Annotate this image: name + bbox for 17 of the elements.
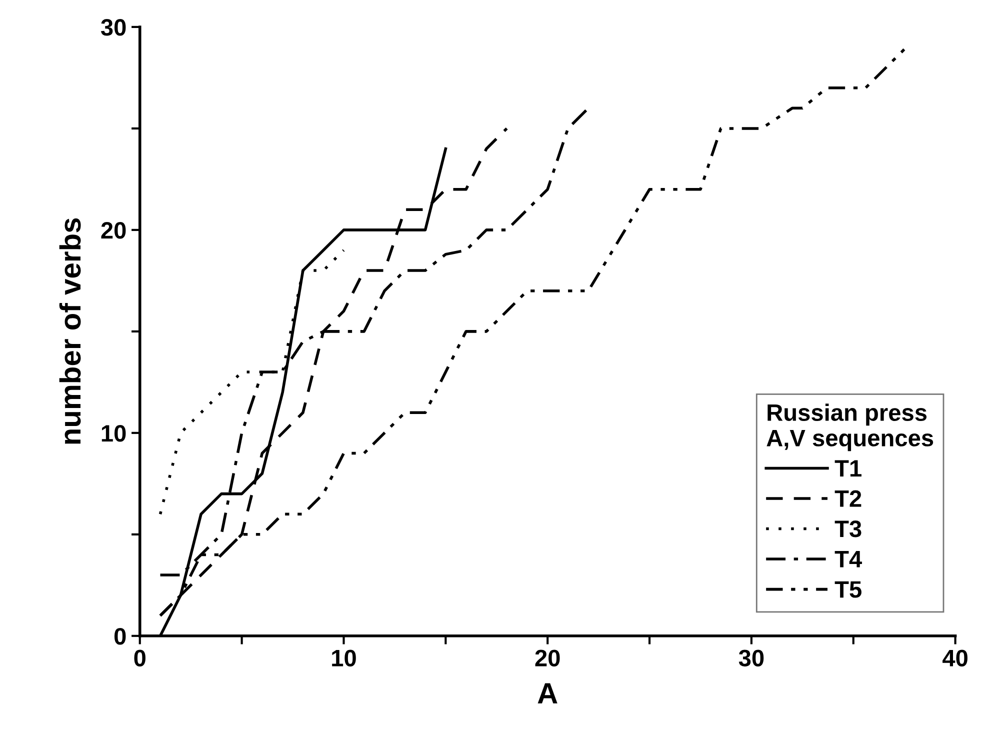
legend-label: T4 — [834, 551, 862, 568]
x-tick-label: 30 — [738, 650, 764, 666]
x-axis-title: A — [538, 683, 558, 704]
legend-label: T3 — [834, 520, 862, 538]
x-tick-label: 10 — [332, 650, 356, 666]
y-tick-label: 30 — [100, 19, 126, 36]
x-tick-label: 40 — [942, 650, 968, 666]
legend-label: T1 — [834, 460, 862, 476]
y-tick-label: 10 — [102, 424, 126, 442]
y-axis-title: number of verbs — [59, 218, 81, 444]
y-tick-label: 20 — [101, 222, 126, 239]
y-tick-label: 0 — [114, 628, 126, 645]
legend-title: Russian press A,V sequences — [766, 404, 934, 452]
x-tick-label: 20 — [535, 650, 560, 666]
legend-label: T5 — [834, 581, 862, 598]
legend-label: T2 — [834, 490, 862, 507]
x-tick-label: 0 — [134, 650, 146, 666]
